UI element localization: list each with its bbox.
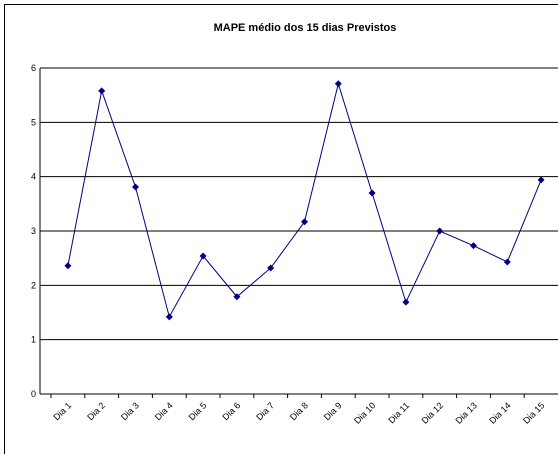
marker (98, 87, 106, 95)
marker (64, 262, 72, 270)
marker (165, 313, 173, 321)
chart-frame (4, 4, 558, 454)
marker (199, 252, 207, 260)
chart-title: MAPE médio dos 15 dias Previstos (214, 22, 397, 34)
y-tick-label: 3 (31, 226, 36, 236)
y-tick-label: 1 (31, 335, 36, 345)
y-tick-label: 5 (31, 117, 36, 127)
y-tick-label: 0 (31, 389, 36, 399)
marker (368, 189, 376, 197)
y-tick-label: 6 (31, 63, 36, 73)
marker (301, 218, 308, 226)
marker (537, 176, 545, 184)
marker (233, 293, 241, 301)
marker (267, 264, 275, 272)
marker (334, 80, 342, 88)
marker (436, 227, 444, 235)
marker (402, 298, 410, 306)
y-tick-label: 2 (31, 280, 36, 290)
marker (503, 258, 511, 266)
marker (470, 242, 477, 250)
marker (132, 183, 139, 191)
y-tick-label: 4 (31, 172, 36, 182)
